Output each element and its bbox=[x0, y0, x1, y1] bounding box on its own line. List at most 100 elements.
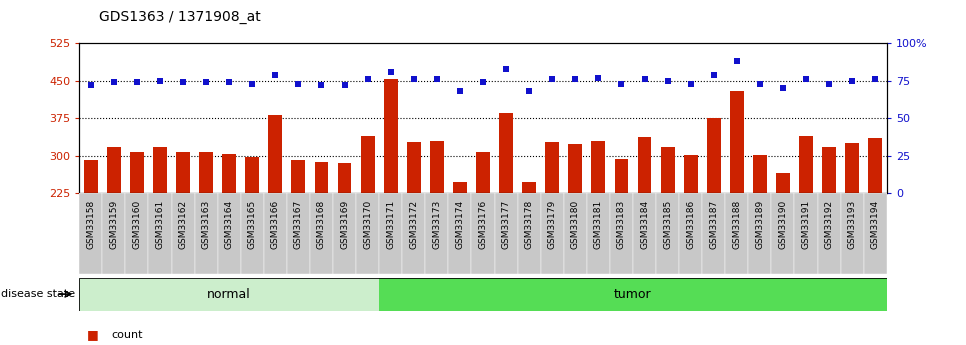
Text: normal: normal bbox=[208, 288, 251, 300]
Text: GSM33164: GSM33164 bbox=[225, 200, 234, 249]
Text: GSM33191: GSM33191 bbox=[802, 200, 810, 249]
Bar bbox=[661, 147, 674, 193]
Text: GSM33189: GSM33189 bbox=[755, 200, 764, 249]
Bar bbox=[845, 143, 859, 193]
Point bbox=[175, 79, 190, 85]
Text: GSM33169: GSM33169 bbox=[340, 200, 349, 249]
Point bbox=[106, 79, 122, 85]
Bar bbox=[772, 193, 794, 274]
Bar bbox=[380, 278, 887, 310]
Bar bbox=[453, 182, 467, 193]
Point bbox=[706, 72, 722, 77]
Text: GSM33172: GSM33172 bbox=[410, 200, 418, 249]
Bar bbox=[269, 115, 282, 193]
Point bbox=[429, 76, 444, 82]
Text: GSM33159: GSM33159 bbox=[109, 200, 118, 249]
Text: GSM33194: GSM33194 bbox=[870, 200, 880, 249]
Text: GSM33183: GSM33183 bbox=[617, 200, 626, 249]
Point bbox=[337, 82, 353, 88]
Bar bbox=[822, 147, 836, 193]
Bar bbox=[264, 193, 287, 274]
Bar bbox=[471, 193, 495, 274]
Text: GSM33168: GSM33168 bbox=[317, 200, 326, 249]
Text: GSM33176: GSM33176 bbox=[478, 200, 488, 249]
Bar bbox=[356, 193, 380, 274]
Bar bbox=[656, 193, 679, 274]
Bar bbox=[518, 193, 541, 274]
Text: GSM33173: GSM33173 bbox=[433, 200, 441, 249]
Text: GSM33184: GSM33184 bbox=[640, 200, 649, 249]
Point bbox=[821, 81, 837, 86]
Bar bbox=[499, 113, 513, 193]
Text: GSM33171: GSM33171 bbox=[386, 200, 395, 249]
Point bbox=[729, 58, 745, 64]
Bar bbox=[217, 193, 241, 274]
Bar bbox=[310, 193, 333, 274]
Point bbox=[314, 82, 329, 88]
Bar bbox=[199, 152, 213, 193]
Bar bbox=[753, 155, 767, 193]
Bar bbox=[523, 182, 536, 193]
Bar bbox=[794, 193, 817, 274]
Bar bbox=[749, 193, 772, 274]
Bar bbox=[864, 193, 887, 274]
Bar bbox=[633, 193, 656, 274]
Point bbox=[475, 79, 491, 85]
Bar bbox=[476, 152, 490, 193]
Bar bbox=[79, 278, 380, 310]
Text: GSM33177: GSM33177 bbox=[501, 200, 511, 249]
Text: tumor: tumor bbox=[614, 288, 652, 300]
Text: GSM33188: GSM33188 bbox=[732, 200, 741, 249]
Text: count: count bbox=[111, 330, 143, 339]
Bar bbox=[315, 162, 328, 193]
Point bbox=[498, 66, 514, 71]
Text: GSM33167: GSM33167 bbox=[294, 200, 303, 249]
Bar bbox=[541, 193, 564, 274]
Point bbox=[637, 76, 652, 82]
Bar bbox=[245, 157, 259, 193]
Bar bbox=[241, 193, 264, 274]
Bar bbox=[380, 193, 402, 274]
Bar bbox=[384, 79, 398, 193]
Bar bbox=[172, 193, 194, 274]
Text: GSM33190: GSM33190 bbox=[779, 200, 787, 249]
Text: GSM33170: GSM33170 bbox=[363, 200, 372, 249]
Bar bbox=[702, 193, 725, 274]
Point bbox=[268, 72, 283, 77]
Point bbox=[522, 88, 537, 94]
Point bbox=[153, 78, 168, 83]
Point bbox=[244, 81, 260, 86]
Bar bbox=[868, 138, 882, 193]
Point bbox=[867, 76, 883, 82]
Bar bbox=[430, 141, 443, 193]
Bar bbox=[840, 193, 864, 274]
Bar bbox=[610, 193, 633, 274]
Bar bbox=[79, 193, 102, 274]
Bar bbox=[338, 163, 352, 193]
Bar bbox=[564, 193, 586, 274]
Text: disease state: disease state bbox=[1, 289, 75, 299]
Point bbox=[129, 79, 145, 85]
Bar bbox=[591, 141, 606, 193]
Point bbox=[291, 81, 306, 86]
Bar bbox=[586, 193, 610, 274]
Point bbox=[360, 76, 376, 82]
Bar bbox=[153, 147, 167, 193]
Bar bbox=[194, 193, 217, 274]
Text: GSM33178: GSM33178 bbox=[525, 200, 533, 249]
Point bbox=[776, 85, 791, 91]
Point bbox=[406, 76, 421, 82]
Text: GSM33163: GSM33163 bbox=[202, 200, 211, 249]
Point bbox=[568, 76, 583, 82]
Bar bbox=[102, 193, 126, 274]
Text: GSM33179: GSM33179 bbox=[548, 200, 556, 249]
Bar bbox=[568, 144, 582, 193]
Text: GSM33165: GSM33165 bbox=[247, 200, 257, 249]
Text: GSM33180: GSM33180 bbox=[571, 200, 580, 249]
Bar bbox=[799, 136, 813, 193]
Bar bbox=[84, 160, 98, 193]
Bar bbox=[638, 137, 651, 193]
Bar bbox=[402, 193, 425, 274]
Bar bbox=[333, 193, 356, 274]
Text: GSM33158: GSM33158 bbox=[86, 200, 96, 249]
